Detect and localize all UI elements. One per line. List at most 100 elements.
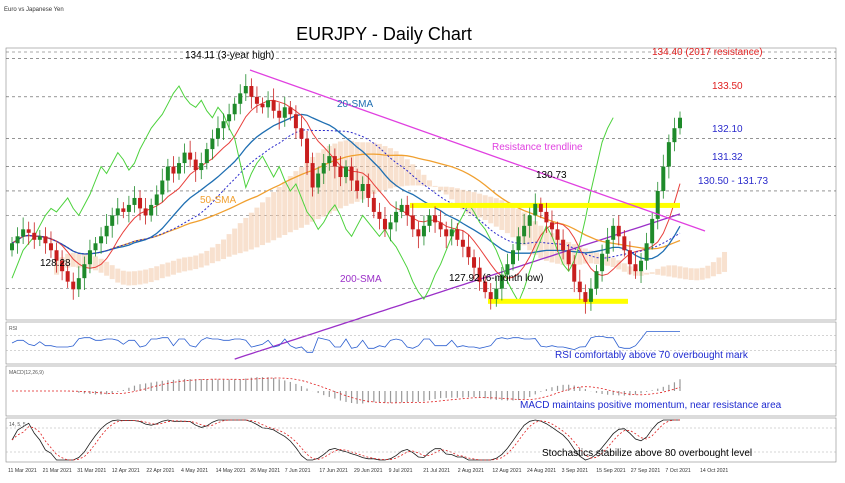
- candle-body: [254, 96, 259, 104]
- cloud-segment: [460, 189, 466, 210]
- candle-body: [449, 229, 454, 237]
- candle-body: [577, 281, 582, 293]
- cloud-segment: [532, 221, 538, 255]
- cloud-segment: [610, 257, 616, 268]
- candle-body: [132, 197, 137, 205]
- cloud-segment: [126, 271, 132, 286]
- candle-body: [210, 138, 215, 150]
- candle-body: [93, 243, 98, 251]
- cloud-segment: [382, 146, 388, 191]
- candle-body: [639, 260, 644, 272]
- candle-body: [549, 222, 554, 230]
- candle-body: [327, 156, 332, 164]
- candle-body: [522, 225, 527, 237]
- candle-body: [266, 100, 271, 108]
- candle-body: [644, 243, 649, 261]
- sma50-label: 50-SMA: [200, 195, 236, 206]
- cloud-segment: [265, 197, 271, 243]
- candle-body: [627, 250, 632, 265]
- cloud-segment: [393, 151, 399, 188]
- level-labels: 134.40 (2017 resistance) 133.50 132.10 1…: [652, 47, 768, 187]
- candle-body: [65, 271, 70, 282]
- candle-body: [288, 107, 293, 115]
- cloud-segment: [282, 181, 288, 235]
- cloud-segment: [260, 202, 265, 246]
- candle-body: [316, 173, 321, 188]
- cloud-segment: [588, 250, 594, 264]
- cloud-segment: [404, 159, 410, 186]
- candle-body: [232, 103, 237, 115]
- macd-histogram: [12, 377, 681, 404]
- cloud-segment: [304, 162, 310, 225]
- candle-body: [221, 121, 226, 129]
- chikou-line: [11, 85, 614, 304]
- candle-body: [54, 250, 59, 261]
- cloud-segment: [499, 200, 505, 230]
- candle-body: [566, 250, 571, 265]
- cloud-segment: [438, 186, 444, 191]
- x-tick-label: 2 Aug 2021: [458, 468, 484, 474]
- resistance-zone: [410, 202, 680, 208]
- candle-body: [466, 246, 471, 258]
- level-label-130-50: 130.50 - 131.73: [698, 176, 768, 187]
- cloud-segment: [137, 270, 143, 285]
- candle-body: [533, 203, 538, 216]
- candle-body: [126, 204, 131, 212]
- candle-body: [193, 159, 198, 171]
- cloud-segment: [660, 266, 666, 276]
- cloud-segment: [421, 174, 427, 186]
- candle-body: [594, 271, 599, 289]
- cloud-segment: [154, 266, 160, 281]
- x-tick-label: 9 Jul 2021: [389, 468, 413, 474]
- candle-body: [338, 166, 343, 178]
- cloud-segment: [644, 272, 650, 275]
- candle-body: [410, 215, 415, 230]
- candle-body: [483, 281, 488, 293]
- candle-body: [499, 274, 504, 289]
- candle-body: [655, 190, 660, 219]
- candle-body: [505, 264, 510, 275]
- rsi-header: RSI: [9, 326, 17, 332]
- candle-body: [199, 163, 204, 171]
- candlesticks: [10, 74, 682, 314]
- candle-body: [177, 163, 181, 174]
- candle-body: [538, 203, 543, 212]
- sma50-line: [11, 153, 681, 255]
- candle-body: [494, 288, 499, 300]
- cloud-segment: [388, 148, 394, 189]
- x-tick-label: 21 Jul 2021: [423, 468, 450, 474]
- candle-body: [616, 225, 621, 237]
- candle-body: [433, 215, 438, 223]
- candle-body: [227, 114, 232, 122]
- level-label-132-10: 132.10: [712, 124, 743, 135]
- candle-body: [32, 232, 37, 240]
- cloud-segment: [415, 169, 421, 186]
- cloud-segment: [722, 251, 728, 272]
- cloud-segment: [98, 258, 104, 273]
- candle-body: [249, 86, 254, 97]
- candle-body: [299, 128, 304, 139]
- cloud-segment: [143, 269, 149, 284]
- candle-body: [349, 166, 354, 181]
- cloud-segment: [159, 264, 165, 279]
- trendline-label: Resistance trendline: [492, 142, 583, 153]
- candle-body: [455, 229, 460, 240]
- candle-body: [171, 166, 176, 174]
- candle-body: [21, 229, 26, 237]
- cloud-segment: [170, 260, 176, 275]
- candle-body: [138, 197, 143, 209]
- dashed-guides: [6, 51, 836, 289]
- left-low-label: 128.28: [40, 258, 71, 269]
- candle-body: [600, 253, 605, 272]
- candle-body: [650, 218, 655, 244]
- candle-body: [527, 215, 532, 226]
- candle-body: [555, 229, 560, 240]
- cloud-segment: [454, 188, 460, 205]
- page-title: EURJPY - Daily Chart: [296, 24, 472, 44]
- x-tick-label: 22 Apr 2021: [146, 468, 174, 474]
- candle-body: [121, 208, 126, 212]
- candle-body: [15, 236, 20, 244]
- cloud-segment: [109, 265, 115, 280]
- cloud-segment: [504, 202, 510, 234]
- candle-body: [238, 93, 243, 104]
